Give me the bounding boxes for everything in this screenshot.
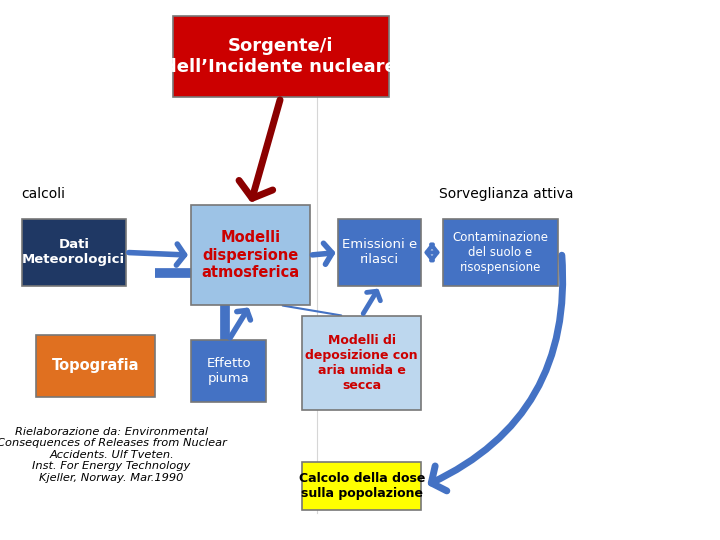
- FancyBboxPatch shape: [173, 16, 389, 97]
- FancyBboxPatch shape: [443, 219, 558, 286]
- Text: Calcolo della dose
sulla popolazione: Calcolo della dose sulla popolazione: [299, 472, 425, 500]
- Text: Contaminazione
del suolo e
risospensione: Contaminazione del suolo e risospensione: [452, 231, 549, 274]
- Text: Effetto
piuma: Effetto piuma: [207, 357, 251, 385]
- FancyBboxPatch shape: [302, 316, 421, 410]
- Text: Sorgente/i
dell’Incidente nucleare: Sorgente/i dell’Incidente nucleare: [164, 37, 397, 76]
- Text: Sorveglianza attiva: Sorveglianza attiva: [439, 187, 574, 201]
- FancyBboxPatch shape: [191, 205, 310, 305]
- Text: Emissioni e
rilasci: Emissioni e rilasci: [342, 239, 418, 266]
- Text: Rielaborazione da: Environmental
Consequences of Releases from Nuclear
Accidents: Rielaborazione da: Environmental Consequ…: [0, 427, 227, 483]
- Text: Topografia: Topografia: [52, 359, 139, 373]
- FancyBboxPatch shape: [22, 219, 126, 286]
- Text: Modelli di
deposizione con
aria umida e
secca: Modelli di deposizione con aria umida e …: [305, 334, 418, 392]
- Text: Dati
Meteorologici: Dati Meteorologici: [22, 239, 125, 266]
- Text: calcoli: calcoli: [22, 187, 66, 201]
- FancyBboxPatch shape: [338, 219, 421, 286]
- FancyBboxPatch shape: [191, 340, 266, 402]
- Text: Modelli
dispersione
atmosferica: Modelli dispersione atmosferica: [201, 230, 300, 280]
- FancyBboxPatch shape: [302, 462, 421, 510]
- FancyBboxPatch shape: [36, 335, 155, 397]
